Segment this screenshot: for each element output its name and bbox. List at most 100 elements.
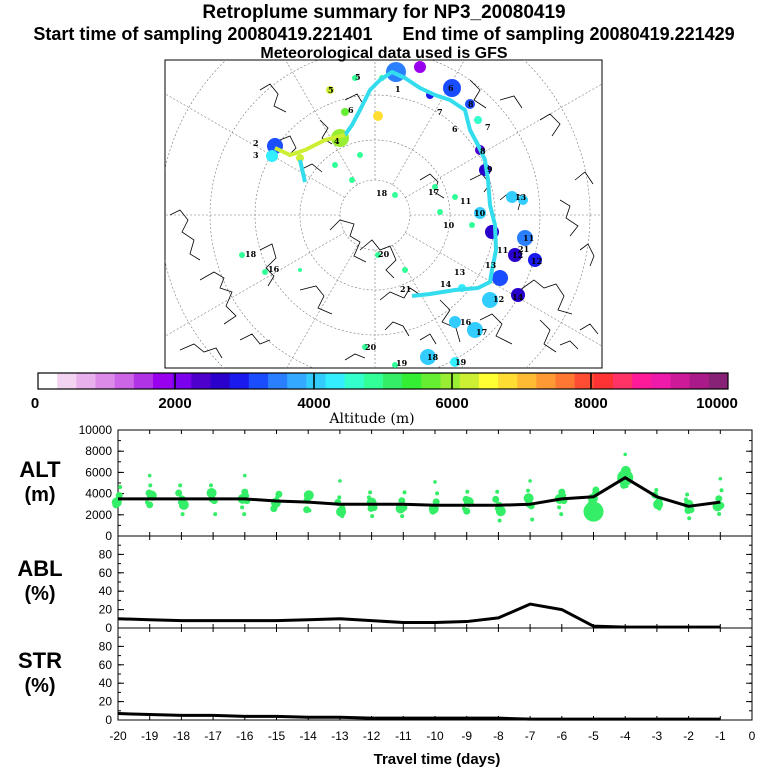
map-day-label: 2 (253, 138, 259, 148)
colorbar-tick-10000: 10000 (696, 395, 738, 412)
alt-spread-dot (528, 479, 532, 483)
x-tick-label: -17 (204, 729, 222, 743)
longitude-line (405, 83, 602, 198)
map-particle-dot (437, 209, 443, 215)
colorbar-tick-0: 0 (31, 395, 39, 412)
map-day-label: 20 (365, 342, 377, 352)
panel-ylabel-unit: (m) (24, 484, 55, 506)
panel-abl: 0 20 40 60 80 ABL(%) (17, 535, 753, 635)
alt-spread-dot (654, 487, 659, 492)
alt-spread-dot (243, 473, 247, 478)
alt-spread-dot (368, 490, 373, 495)
alt-spread-dot (530, 517, 535, 522)
colorbar-cell (114, 373, 135, 389)
map-particle-dot (349, 177, 355, 183)
colorbar-cell (210, 373, 231, 389)
alt-spread-dot (240, 505, 245, 510)
x-axis-title: Travel time (days) (374, 751, 501, 768)
colorbar-axis-label: Altitude (m) (328, 411, 414, 427)
colorbar-cell (95, 373, 116, 389)
map-particle-dot (362, 344, 368, 350)
alt-spread-dot (685, 492, 690, 497)
alt-spread-dot (435, 491, 440, 496)
x-tick-label: -2 (683, 729, 694, 743)
y-tick-label: 0 (105, 713, 112, 727)
map-particle-dot (518, 195, 528, 205)
colorbar-cell (574, 373, 595, 389)
map-particle-dot (357, 152, 363, 158)
longitude-line (165, 232, 345, 337)
map-particle-dot (474, 116, 482, 124)
map-day-label: 6 (452, 124, 458, 134)
x-tick-label: -14 (300, 729, 318, 743)
map-particle-dot (511, 288, 525, 302)
map-particle-dot (266, 150, 278, 162)
colorbar-cell (344, 373, 365, 389)
panel-str: 0 20 40 60 80 STR(%) (18, 627, 753, 727)
map-particle-dot (375, 252, 381, 258)
x-tick-label: -1 (715, 729, 726, 743)
y-tick-label: 0 (105, 621, 112, 635)
map-particle-dot (474, 207, 486, 219)
map-particle-dot (506, 191, 518, 203)
alt-spread-dot (275, 495, 280, 500)
longitude-line (392, 60, 465, 185)
map-particle-dot (392, 362, 398, 368)
coastlines (169, 79, 599, 361)
map-day-label: 3 (253, 150, 259, 160)
altitude-colorbar: 0 2000 4000 6000 8000 10000 Altitude (m) (31, 372, 738, 427)
colorbar-cell (287, 373, 307, 389)
alt-spread-dot (213, 512, 218, 517)
colorbar-cell (613, 373, 633, 389)
map-particle-dot (517, 230, 533, 246)
alt-spread-dot (557, 505, 562, 510)
map-frame (164, 59, 603, 369)
alt-spread-dot (465, 489, 470, 494)
alt-spread-dot (583, 501, 604, 522)
x-tick-label: -15 (268, 729, 286, 743)
map-particle-dot (450, 357, 460, 367)
colorbar-cell (402, 373, 422, 389)
map-day-label: 6 (448, 83, 454, 93)
alt-spread-dot (340, 514, 345, 519)
colorbar-tick-2000: 2000 (158, 395, 191, 412)
y-tick-label: 80 (99, 639, 113, 653)
alt-spread-dot (717, 511, 722, 516)
map-particle-dot (239, 252, 245, 258)
colorbar-tick-labels: 0 2000 4000 6000 8000 10000 (31, 395, 738, 412)
map-day-label: 16 (460, 317, 472, 327)
x-tick-label: -9 (461, 729, 472, 743)
y-tick-label: 20 (99, 695, 113, 709)
sampling-time-line: Start time of sampling 20080419.221401 E… (0, 24, 768, 45)
map-day-label: 11 (523, 233, 534, 243)
x-tick-label: -4 (620, 729, 631, 743)
map-day-label: 19 (396, 358, 408, 368)
y-tick-label: 4000 (85, 487, 112, 501)
start-time-label: Start time of sampling 20080419.221401 (33, 24, 373, 44)
alt-spread-dot (242, 512, 247, 517)
panel-ylabel-unit: (%) (24, 583, 55, 605)
map-particle-dot (352, 75, 358, 81)
colorbar-cell (57, 373, 77, 389)
map-day-label: 13 (485, 260, 497, 270)
map-day-label: 21 (518, 244, 529, 254)
colorbar-cell (268, 373, 288, 389)
met-data-label: Meteorological data used is GFS (260, 45, 508, 62)
time-series-panels: 0200040006000800010000ALT(m)020406080ABL… (17, 423, 755, 743)
map-day-label: 18 (427, 352, 439, 362)
y-tick-label: 8000 (85, 444, 112, 458)
colorbar-cell (306, 373, 326, 389)
colorbar-tick-4000: 4000 (297, 395, 330, 412)
alt-spread-dot (623, 452, 627, 457)
alt-spread-dot (462, 506, 466, 511)
alt-spread-dot (562, 493, 567, 498)
colorbar-cell (593, 373, 614, 389)
map-day-label: 7 (437, 107, 443, 117)
colorbar-cell (248, 373, 269, 389)
longitude-line (285, 60, 358, 185)
map-day-label: 13 (515, 192, 527, 202)
alt-spread-dot (337, 508, 342, 513)
longitude-line (286, 245, 358, 368)
y-tick-label: 0 (105, 529, 112, 543)
